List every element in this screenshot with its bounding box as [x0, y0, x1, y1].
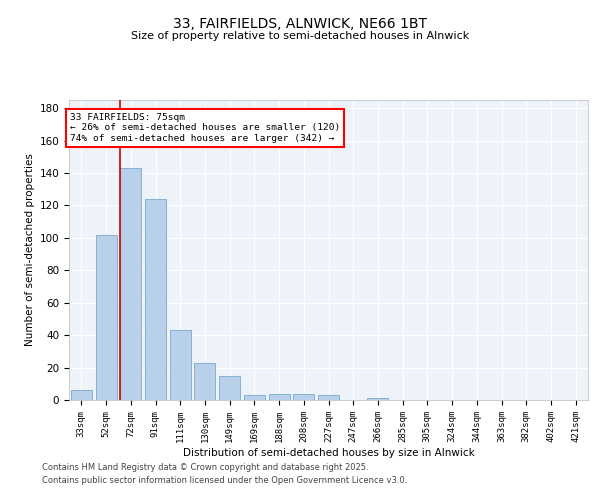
Text: 33 FAIRFIELDS: 75sqm
← 26% of semi-detached houses are smaller (120)
74% of semi: 33 FAIRFIELDS: 75sqm ← 26% of semi-detac…: [70, 113, 340, 143]
Bar: [219, 376, 240, 400]
Bar: [367, 398, 388, 400]
X-axis label: Distribution of semi-detached houses by size in Alnwick: Distribution of semi-detached houses by …: [182, 448, 475, 458]
Bar: [318, 395, 339, 400]
Bar: [95, 234, 116, 400]
Bar: [170, 330, 191, 400]
Bar: [71, 390, 92, 400]
Bar: [120, 168, 141, 400]
Text: Contains HM Land Registry data © Crown copyright and database right 2025.: Contains HM Land Registry data © Crown c…: [42, 462, 368, 471]
Bar: [244, 395, 265, 400]
Bar: [194, 362, 215, 400]
Bar: [269, 394, 290, 400]
Bar: [293, 394, 314, 400]
Text: 33, FAIRFIELDS, ALNWICK, NE66 1BT: 33, FAIRFIELDS, ALNWICK, NE66 1BT: [173, 18, 427, 32]
Text: Size of property relative to semi-detached houses in Alnwick: Size of property relative to semi-detach…: [131, 31, 469, 41]
Text: Contains public sector information licensed under the Open Government Licence v3: Contains public sector information licen…: [42, 476, 407, 485]
Y-axis label: Number of semi-detached properties: Number of semi-detached properties: [25, 154, 35, 346]
Bar: [145, 199, 166, 400]
